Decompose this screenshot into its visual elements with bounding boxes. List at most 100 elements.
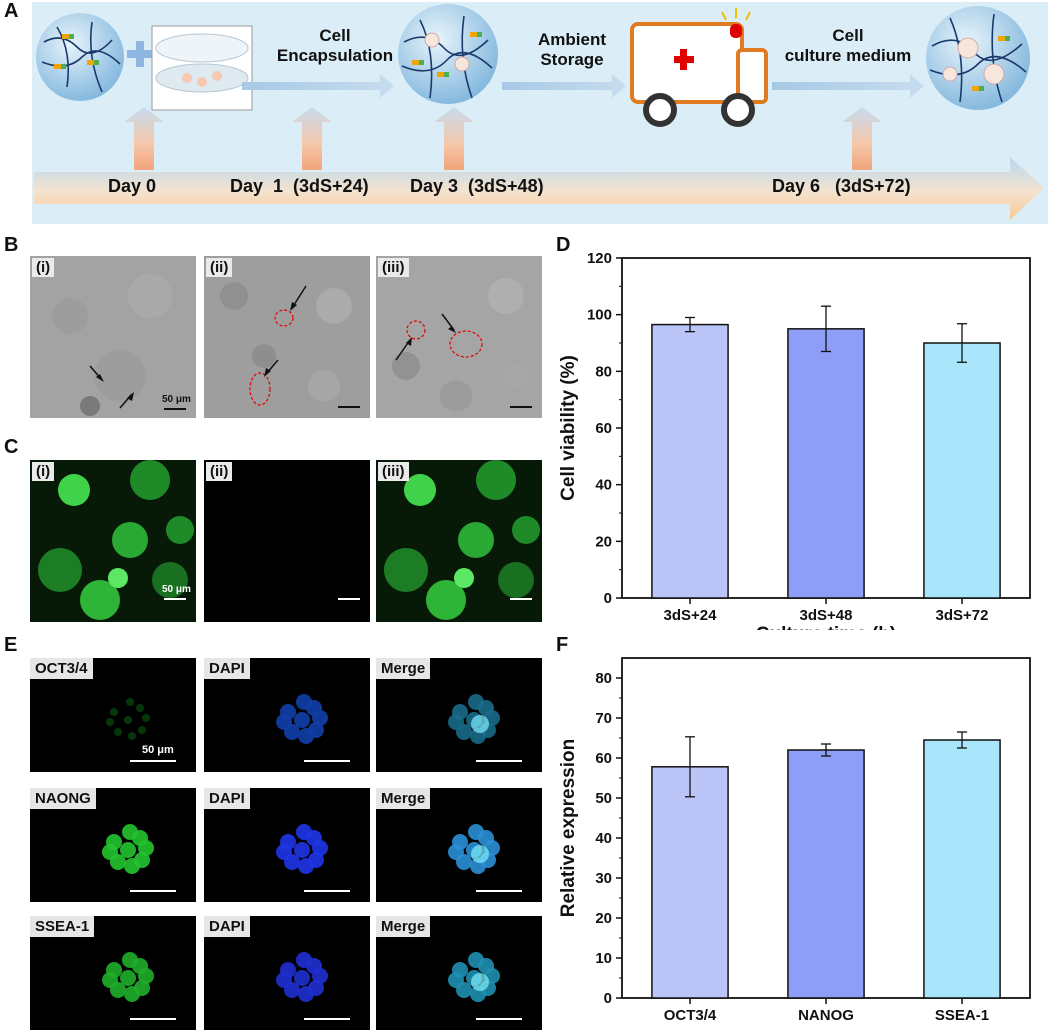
immuno-tag-3-marker: SSEA-1	[30, 916, 95, 937]
x-axis-label: Culture time (h)	[756, 624, 896, 630]
hydrogel-sphere-2	[398, 4, 498, 104]
day-3-label: Day 3 (3dS+48)	[410, 176, 544, 196]
immuno-cells	[106, 698, 150, 740]
immuno-scale-bar	[304, 890, 350, 892]
immuno-tag-3-dapi: DAPI	[204, 916, 250, 937]
immuno-tag-2-merge: Merge	[376, 788, 431, 809]
immuno-scale-text: 50 μm	[142, 744, 174, 756]
y-tick-label: 70	[595, 710, 612, 727]
immuno-tag-1-marker: OCT3/4	[30, 658, 93, 679]
fluorescence-scale-bar-2	[338, 598, 360, 600]
fluorescence-tag-3: (iii)	[378, 462, 409, 481]
petri-dish	[151, 25, 253, 111]
immuno-cells	[448, 694, 500, 744]
immuno-cells	[448, 824, 500, 874]
immuno-cells	[448, 952, 500, 1002]
immuno-scale-bar	[304, 1018, 350, 1020]
immuno-image-2-merge: Merge	[376, 788, 542, 902]
y-tick-label: 10	[595, 950, 612, 967]
panel-label-f: F	[556, 634, 569, 656]
hydrogel-sphere-3	[926, 6, 1030, 110]
brightfield-texture-3	[376, 256, 542, 418]
fluorescence-scale-bar-1	[164, 598, 186, 600]
immuno-tag-1-merge: Merge	[376, 658, 431, 679]
immuno-cells	[102, 824, 154, 874]
brightfield-scale-bar-3	[510, 406, 532, 408]
timeline-arrow	[34, 157, 1044, 220]
y-tick-label: 60	[595, 420, 612, 437]
panel-label-a: A	[4, 0, 19, 22]
immuno-scale-bar	[476, 1018, 522, 1020]
immuno-cells	[102, 952, 154, 1002]
panel-label-d: D	[556, 234, 571, 256]
x-tick-label: SSEA-1	[935, 1007, 989, 1024]
brightfield-texture-1	[30, 256, 196, 418]
up-arrow-day6	[842, 107, 882, 170]
brightfield-image-3: (iii)	[376, 256, 542, 418]
immuno-scale-bar	[130, 890, 176, 892]
immuno-image-1-merge: Merge	[376, 658, 542, 772]
up-arrow-day3	[434, 107, 474, 170]
bar	[923, 342, 1001, 599]
brightfield-tag-3: (iii)	[378, 258, 409, 277]
immuno-tag-2-dapi: DAPI	[204, 788, 250, 809]
y-tick-label: 40	[595, 477, 612, 494]
immuno-image-3-marker: SSEA-1	[30, 916, 196, 1030]
immuno-scale-bar	[130, 1018, 176, 1020]
immuno-tag-2-marker: NAONG	[30, 788, 96, 809]
bar	[787, 749, 865, 999]
hydrogel-sphere-1	[36, 13, 124, 101]
x-tick-label: NANOG	[798, 1007, 854, 1024]
y-tick-label: 120	[587, 250, 612, 267]
immuno-cells	[276, 694, 328, 744]
fluorescence-image-1: (i) 50 μm	[30, 460, 196, 622]
panel-label-b: B	[4, 234, 19, 256]
y-tick-label: 20	[595, 910, 612, 927]
step-label-encapsulation: Cell Encapsulation	[270, 26, 400, 66]
step-label-encapsulation-line2: Encapsulation	[276, 46, 394, 65]
immuno-image-1-dapi: DAPI	[204, 658, 370, 772]
x-tick-label: 3dS+48	[800, 607, 853, 624]
brightfield-scale-bar-1	[164, 408, 186, 410]
immuno-image-2-marker: NAONG	[30, 788, 196, 902]
fluorescence-scale-text: 50 μm	[162, 584, 191, 595]
step-label-storage-line2: Storage	[540, 50, 604, 69]
immuno-cells	[276, 952, 328, 1002]
brightfield-texture-2	[204, 256, 370, 418]
step-arrow-encapsulation	[242, 74, 394, 98]
immuno-scale-bar	[476, 890, 522, 892]
y-tick-label: 100	[587, 307, 612, 324]
bar	[651, 323, 729, 599]
step-arrow-storage	[502, 74, 626, 98]
immuno-image-1-marker: OCT3/4 50 μm	[30, 658, 196, 772]
immuno-image-3-dapi: DAPI	[204, 916, 370, 1030]
immuno-scale-bar	[304, 760, 350, 762]
step-label-storage: Ambient Storage	[522, 30, 622, 70]
x-tick-label: OCT3/4	[664, 1007, 717, 1024]
immuno-image-2-dapi: DAPI	[204, 788, 370, 902]
up-arrow-day0	[124, 107, 164, 170]
bar	[923, 739, 1001, 999]
fluorescence-image-2: (ii)	[204, 460, 370, 622]
brightfield-image-1: (i) 50 μm	[30, 256, 196, 418]
ambulance-icon	[630, 8, 768, 127]
day-1-label: Day 1 (3dS+24)	[230, 176, 369, 196]
fluorescence-cells-3	[376, 460, 542, 622]
panel-label-e: E	[4, 634, 18, 656]
brightfield-scale-bar-2	[338, 406, 360, 408]
step-arrow-medium	[772, 74, 924, 98]
step-label-storage-line1: Ambient	[538, 30, 606, 49]
immuno-scale-bar	[476, 760, 522, 762]
fluorescence-tag-2: (ii)	[206, 462, 233, 481]
y-tick-label: 80	[595, 670, 612, 687]
y-tick-label: 50	[595, 790, 612, 807]
y-axis-label: Cell viability (%)	[558, 355, 579, 501]
fluorescence-tag-1: (i)	[32, 462, 55, 481]
step-label-medium-line2: culture medium	[784, 46, 912, 65]
x-tick-label: 3dS+72	[936, 607, 989, 624]
chart-relative-expression: 0 10 20 30 40 50 60 70 80 OCT3/4 NANOG SSEA-1 Relati…	[558, 657, 1031, 1024]
immuno-image-3-merge: Merge	[376, 916, 542, 1030]
immuno-tag-3-merge: Merge	[376, 916, 431, 937]
day-6-label: Day 6 (3dS+72)	[772, 176, 911, 196]
immuno-tag-1-dapi: DAPI	[204, 658, 250, 679]
